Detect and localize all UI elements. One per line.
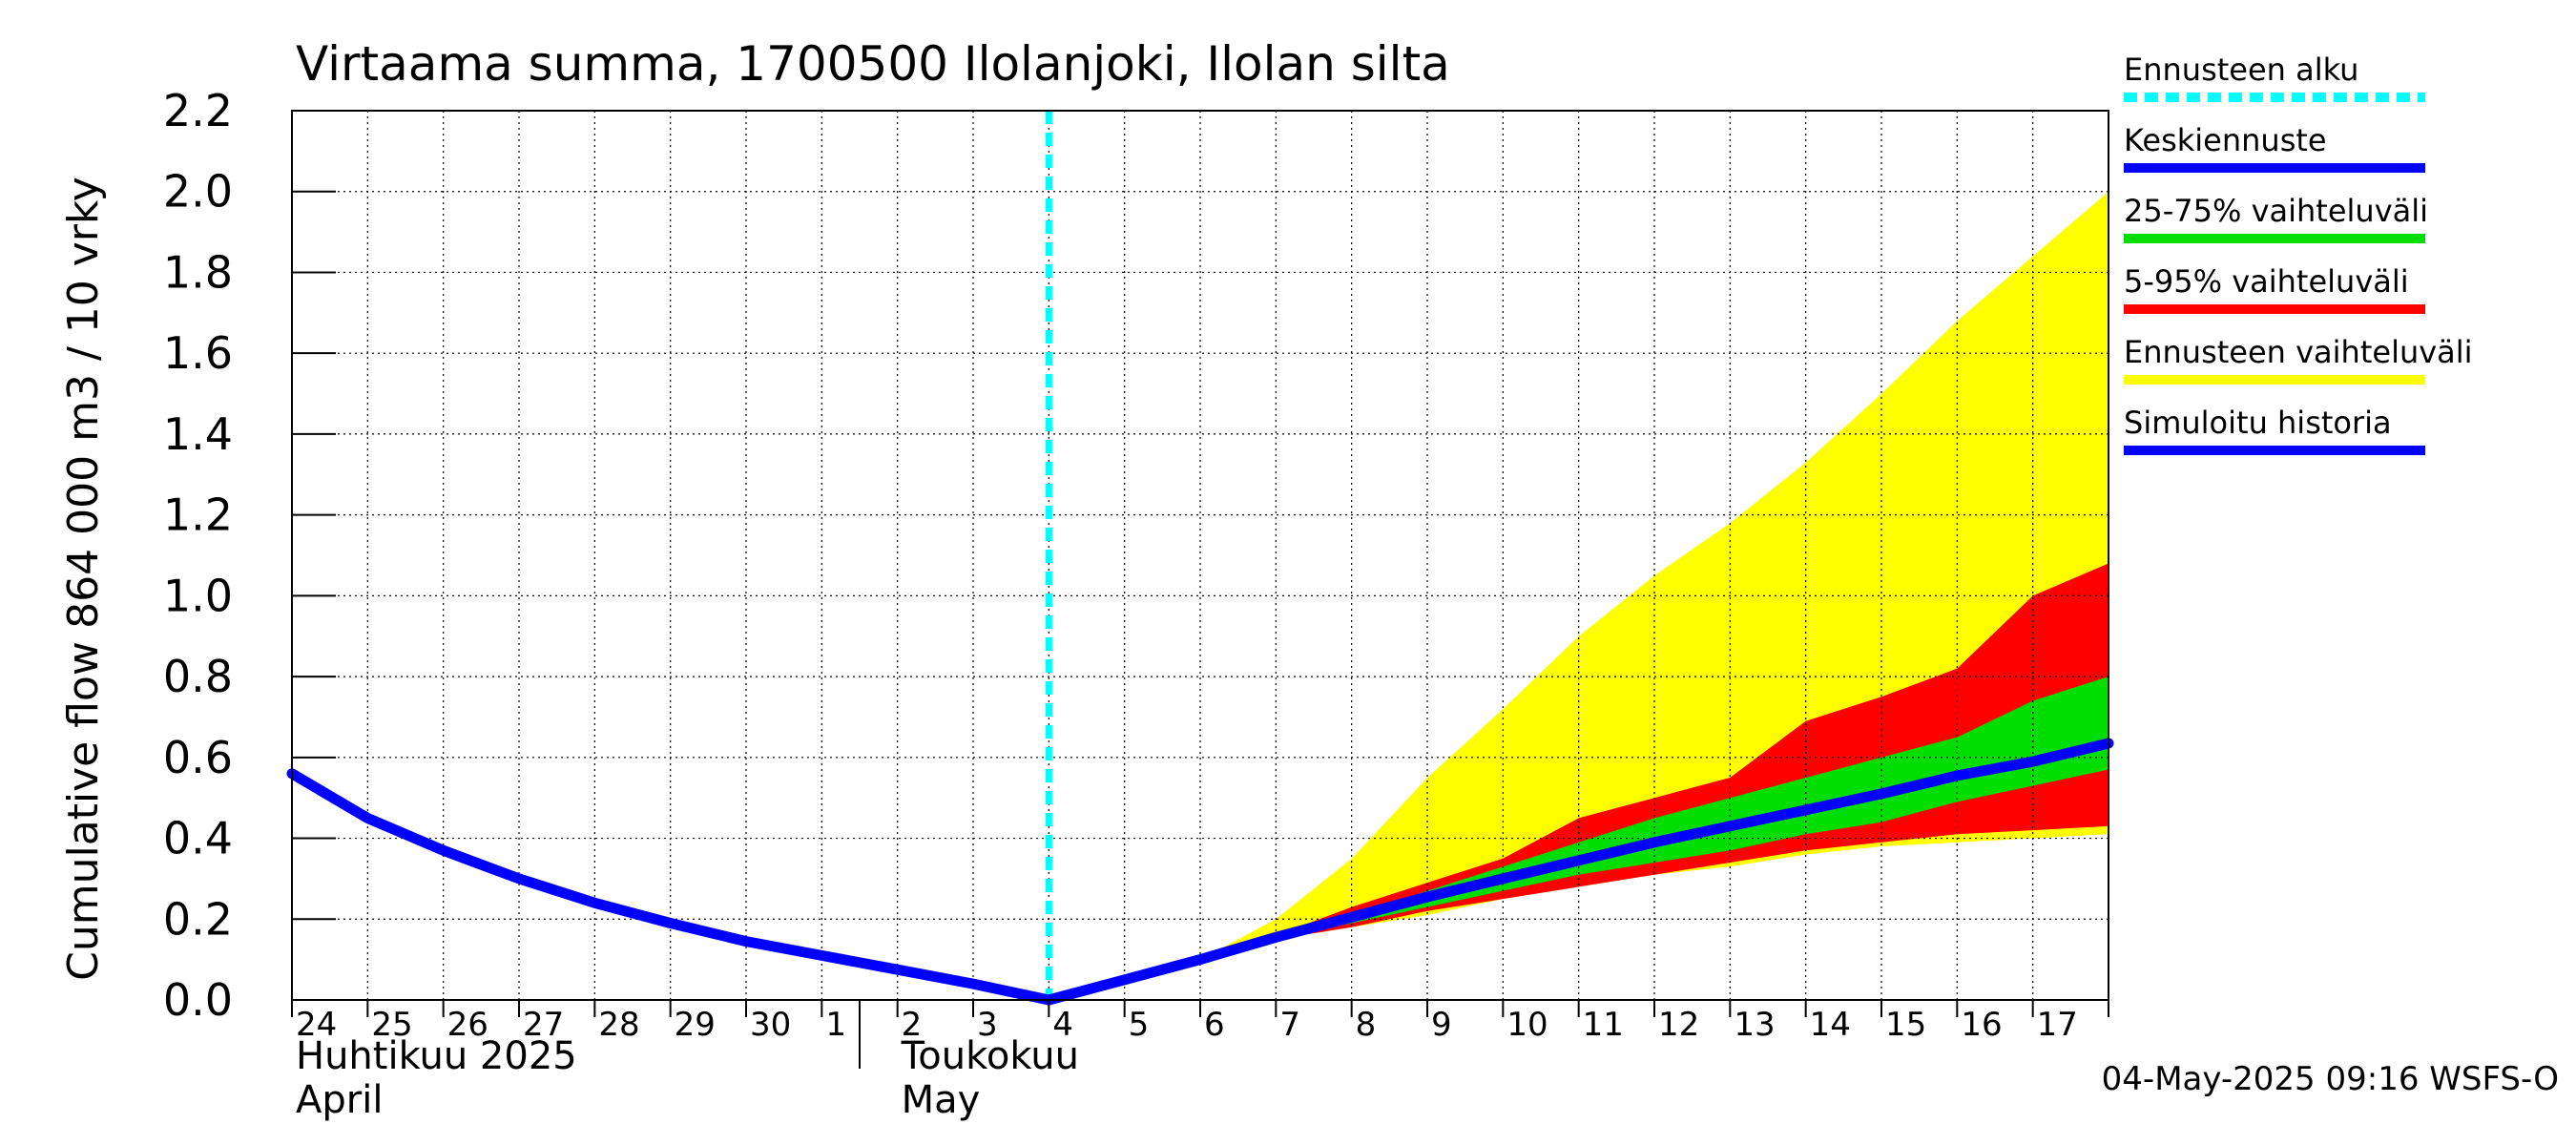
timestamp-footer: 04-May-2025 09:16 WSFS-O: [2102, 1060, 2559, 1098]
y-tick-label: 0.4: [163, 813, 233, 864]
x-tick-label: 30: [750, 1006, 791, 1044]
x-tick-label: 4: [1052, 1006, 1073, 1044]
y-tick-label: 1.4: [163, 408, 233, 460]
legend-label: Keskiennuste: [2124, 122, 2327, 158]
x-tick-label: 29: [675, 1006, 716, 1044]
y-tick-label: 1.8: [163, 246, 233, 298]
x-tick-label: 1: [825, 1006, 846, 1044]
legend-label: 5-95% vaihteluväli: [2124, 263, 2409, 300]
x-tick-label: 6: [1204, 1006, 1225, 1044]
x-tick-label: 16: [1961, 1006, 2002, 1044]
y-tick-label: 0.2: [163, 893, 233, 945]
month-label-primary: Toukokuu: [901, 1034, 1079, 1078]
x-tick-label: 11: [1583, 1006, 1624, 1044]
x-tick-label: 25: [371, 1006, 412, 1044]
y-axis-label-cumulative-flow: Cumulative flow: [59, 641, 108, 981]
x-tick-label: 12: [1658, 1006, 1699, 1044]
legend-label: 25-75% vaihteluväli: [2124, 193, 2428, 229]
x-tick-label: 15: [1885, 1006, 1926, 1044]
y-tick-label: 0.6: [163, 732, 233, 783]
y-tick-label: 0.0: [163, 974, 233, 1026]
y-tick-label: 2.0: [163, 166, 233, 218]
simulated-history-line: [286, 768, 1054, 1006]
legend: Ennusteen alku Keskiennuste 25-75% vaihtel…: [2124, 52, 2473, 455]
x-tick-label: 28: [598, 1006, 639, 1044]
y-tick-label: 1.2: [163, 489, 233, 541]
x-tick-label: 9: [1431, 1006, 1452, 1044]
x-tick-label: 14: [1810, 1006, 1851, 1044]
chart-title: Virtaama summa, 1700500 Ilolanjoki, Ilol…: [296, 36, 1450, 92]
y-tick-label: 2.2: [163, 85, 233, 136]
x-tick-label: 3: [977, 1006, 998, 1044]
median-forecast-line: [1043, 738, 2114, 1006]
month-label-secondary: May: [902, 1078, 981, 1122]
month-label-secondary: April: [296, 1078, 383, 1122]
x-tick-label: 5: [1129, 1006, 1150, 1044]
y-axis-label-units: 864 000 m3 / 10 vrky: [59, 177, 108, 629]
series-lines: [286, 111, 2114, 1006]
x-tick-label: 17: [2037, 1006, 2078, 1044]
y-tick-label: 1.6: [163, 327, 233, 379]
month-label-primary: Huhtikuu 2025: [296, 1034, 577, 1078]
x-tick-label: 27: [523, 1006, 564, 1044]
legend-label: Ennusteen alku: [2124, 52, 2358, 88]
y-tick-label: 1.0: [163, 570, 233, 621]
x-tick-label: 26: [447, 1006, 488, 1044]
x-tick-label: 13: [1734, 1006, 1775, 1044]
x-axis: 24 25 26 27 28 29 30 1 2 3 4 5 6 7 8 9 10 11 12 13 14 15 16 17H…: [291, 1000, 2109, 1122]
y-axis: 0.0 0.2 0.4 0.6 0.8 1.0 1.2 1.4 1.6 1.8 2.0 2.2: [163, 85, 336, 1026]
y-tick-label: 0.8: [163, 651, 233, 702]
x-tick-label: 7: [1279, 1006, 1300, 1044]
legend-label: Simuloitu historia: [2124, 405, 2392, 441]
x-tick-label: 2: [902, 1006, 923, 1044]
x-tick-label: 10: [1506, 1006, 1548, 1044]
x-tick-label: 24: [296, 1006, 337, 1044]
legend-label: Ennusteen vaihteluväli: [2124, 334, 2473, 370]
x-tick-label: 8: [1356, 1006, 1377, 1044]
